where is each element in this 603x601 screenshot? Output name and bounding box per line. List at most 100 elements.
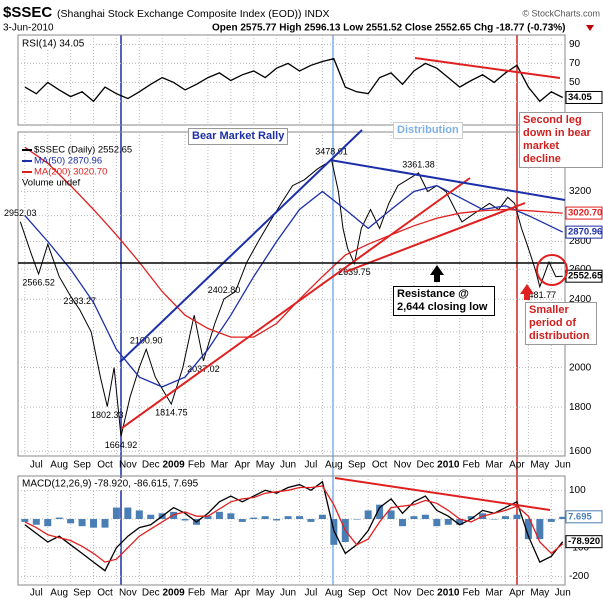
x-tick-label: Nov [394,460,412,471]
histogram-bar [90,519,98,528]
histogram-bar [444,519,452,525]
data-label: 2100.90 [130,336,163,346]
legend-entry: Volume undef [22,178,80,189]
histogram-bar [536,519,544,540]
y-tick-label: 2600 [569,264,592,275]
x-tick-label: Oct [372,460,388,471]
x-tick-label: May [256,460,275,471]
data-label: 3478.01 [315,147,348,157]
histogram-bar [524,519,532,540]
trend-line [119,129,363,363]
value-tag-label: 2552.65 [568,271,603,282]
histogram-bar [67,519,75,524]
trend-line [414,57,561,79]
histogram-bar [307,519,315,522]
series-line [24,184,563,388]
value-tag [565,535,603,549]
value-tag-label: 34.05 [568,92,592,103]
panel-frame [17,131,566,457]
date: 3-Jun-2010 [3,23,54,34]
data-label: 1814.75 [155,407,188,417]
panel-frame [17,475,566,586]
x-tick-label: Apr [235,588,251,599]
x-tick-label: Oct [372,588,388,599]
histogram-bar [32,519,40,525]
value-tag [565,225,603,239]
histogram-bar [238,519,246,522]
x-tick-label: 2010 [437,588,460,599]
panel-frame [17,34,566,126]
x-tick-label: Dec [416,460,434,471]
histogram-bar [467,516,475,520]
x-tick-label: Jun [280,460,296,471]
arrow [520,284,534,300]
x-tick-label: Jun [555,460,571,471]
histogram-bar [55,517,63,520]
value-tag-label: -78.920 [568,536,600,547]
trend-line [121,177,471,429]
x-tick-label: Jul [30,460,43,471]
data-label: 1664.92 [105,440,138,450]
series-line [19,159,563,437]
series-line [24,146,563,338]
histogram-bar [433,519,441,527]
legend-entry: MACD(12,26,9) -78.920, -86.615, 7.695 [22,479,199,490]
x-tick-label: Apr [235,460,251,471]
histogram-bar [204,516,212,520]
annotation: Resistance @ 2,644 closing low [393,286,495,316]
x-tick-label: May [256,588,275,599]
x-tick-label: Sep [73,588,91,599]
source: © StockCharts.com [522,8,600,18]
trend-line [334,477,551,511]
y-tick-label: 2400 [569,294,592,305]
x-tick-label: 2009 [163,588,186,599]
histogram-bar [250,517,258,520]
data-label: 2481.77 [524,290,557,300]
y-tick-label: -200 [569,571,589,582]
value-tag-label: 2870.96 [568,227,602,238]
annotation: Bear Market Rally [188,128,289,145]
histogram-bar [101,519,109,528]
x-tick-label: Aug [50,460,68,471]
y-tick-label: 50 [569,77,581,88]
x-tick-label: Feb [188,588,206,599]
histogram-bar [215,511,223,520]
arrow [430,265,444,282]
x-tick-label: Nov [394,588,412,599]
x-tick-label: Mar [485,460,503,471]
histogram-bar [364,510,372,520]
x-tick-label: Oct [97,588,113,599]
down-arrow [586,25,594,31]
annotation: Smaller period of distribution [525,302,597,345]
histogram-bar [513,514,521,520]
histogram-bar [296,516,304,520]
x-tick-label: Dec [142,588,160,599]
y-tick-label: 3200 [569,186,592,197]
x-tick-label: Sep [73,460,91,471]
histogram-bar [124,507,132,520]
legend-bg [20,38,90,50]
x-tick-label: Nov [119,460,137,471]
x-tick-label: Jun [280,588,296,599]
histogram-bar [21,519,29,522]
histogram-bar [490,519,498,520]
histogram-bar [399,519,407,527]
data-label: 2639.75 [338,267,371,277]
chart-title: (Shanghai Stock Exchange Composite Index… [57,8,330,20]
histogram-bar [112,507,120,520]
x-tick-label: Mar [485,588,503,599]
histogram-bar [376,504,384,520]
histogram-bar [44,519,52,527]
legend-entry: MA(200) 3020.70 [34,167,107,178]
histogram-bar [318,514,326,520]
y-tick-label: 90 [569,39,581,50]
series-line [24,480,564,572]
legend-entry: MA(50) 2870.96 [34,156,102,167]
circle-highlight [536,254,568,286]
value-tag [565,206,603,220]
histogram-bar [410,516,418,520]
annotation: Second leg down in bear market decline [519,112,603,168]
data-label: 2566.52 [22,278,55,288]
histogram-bar [284,516,292,520]
